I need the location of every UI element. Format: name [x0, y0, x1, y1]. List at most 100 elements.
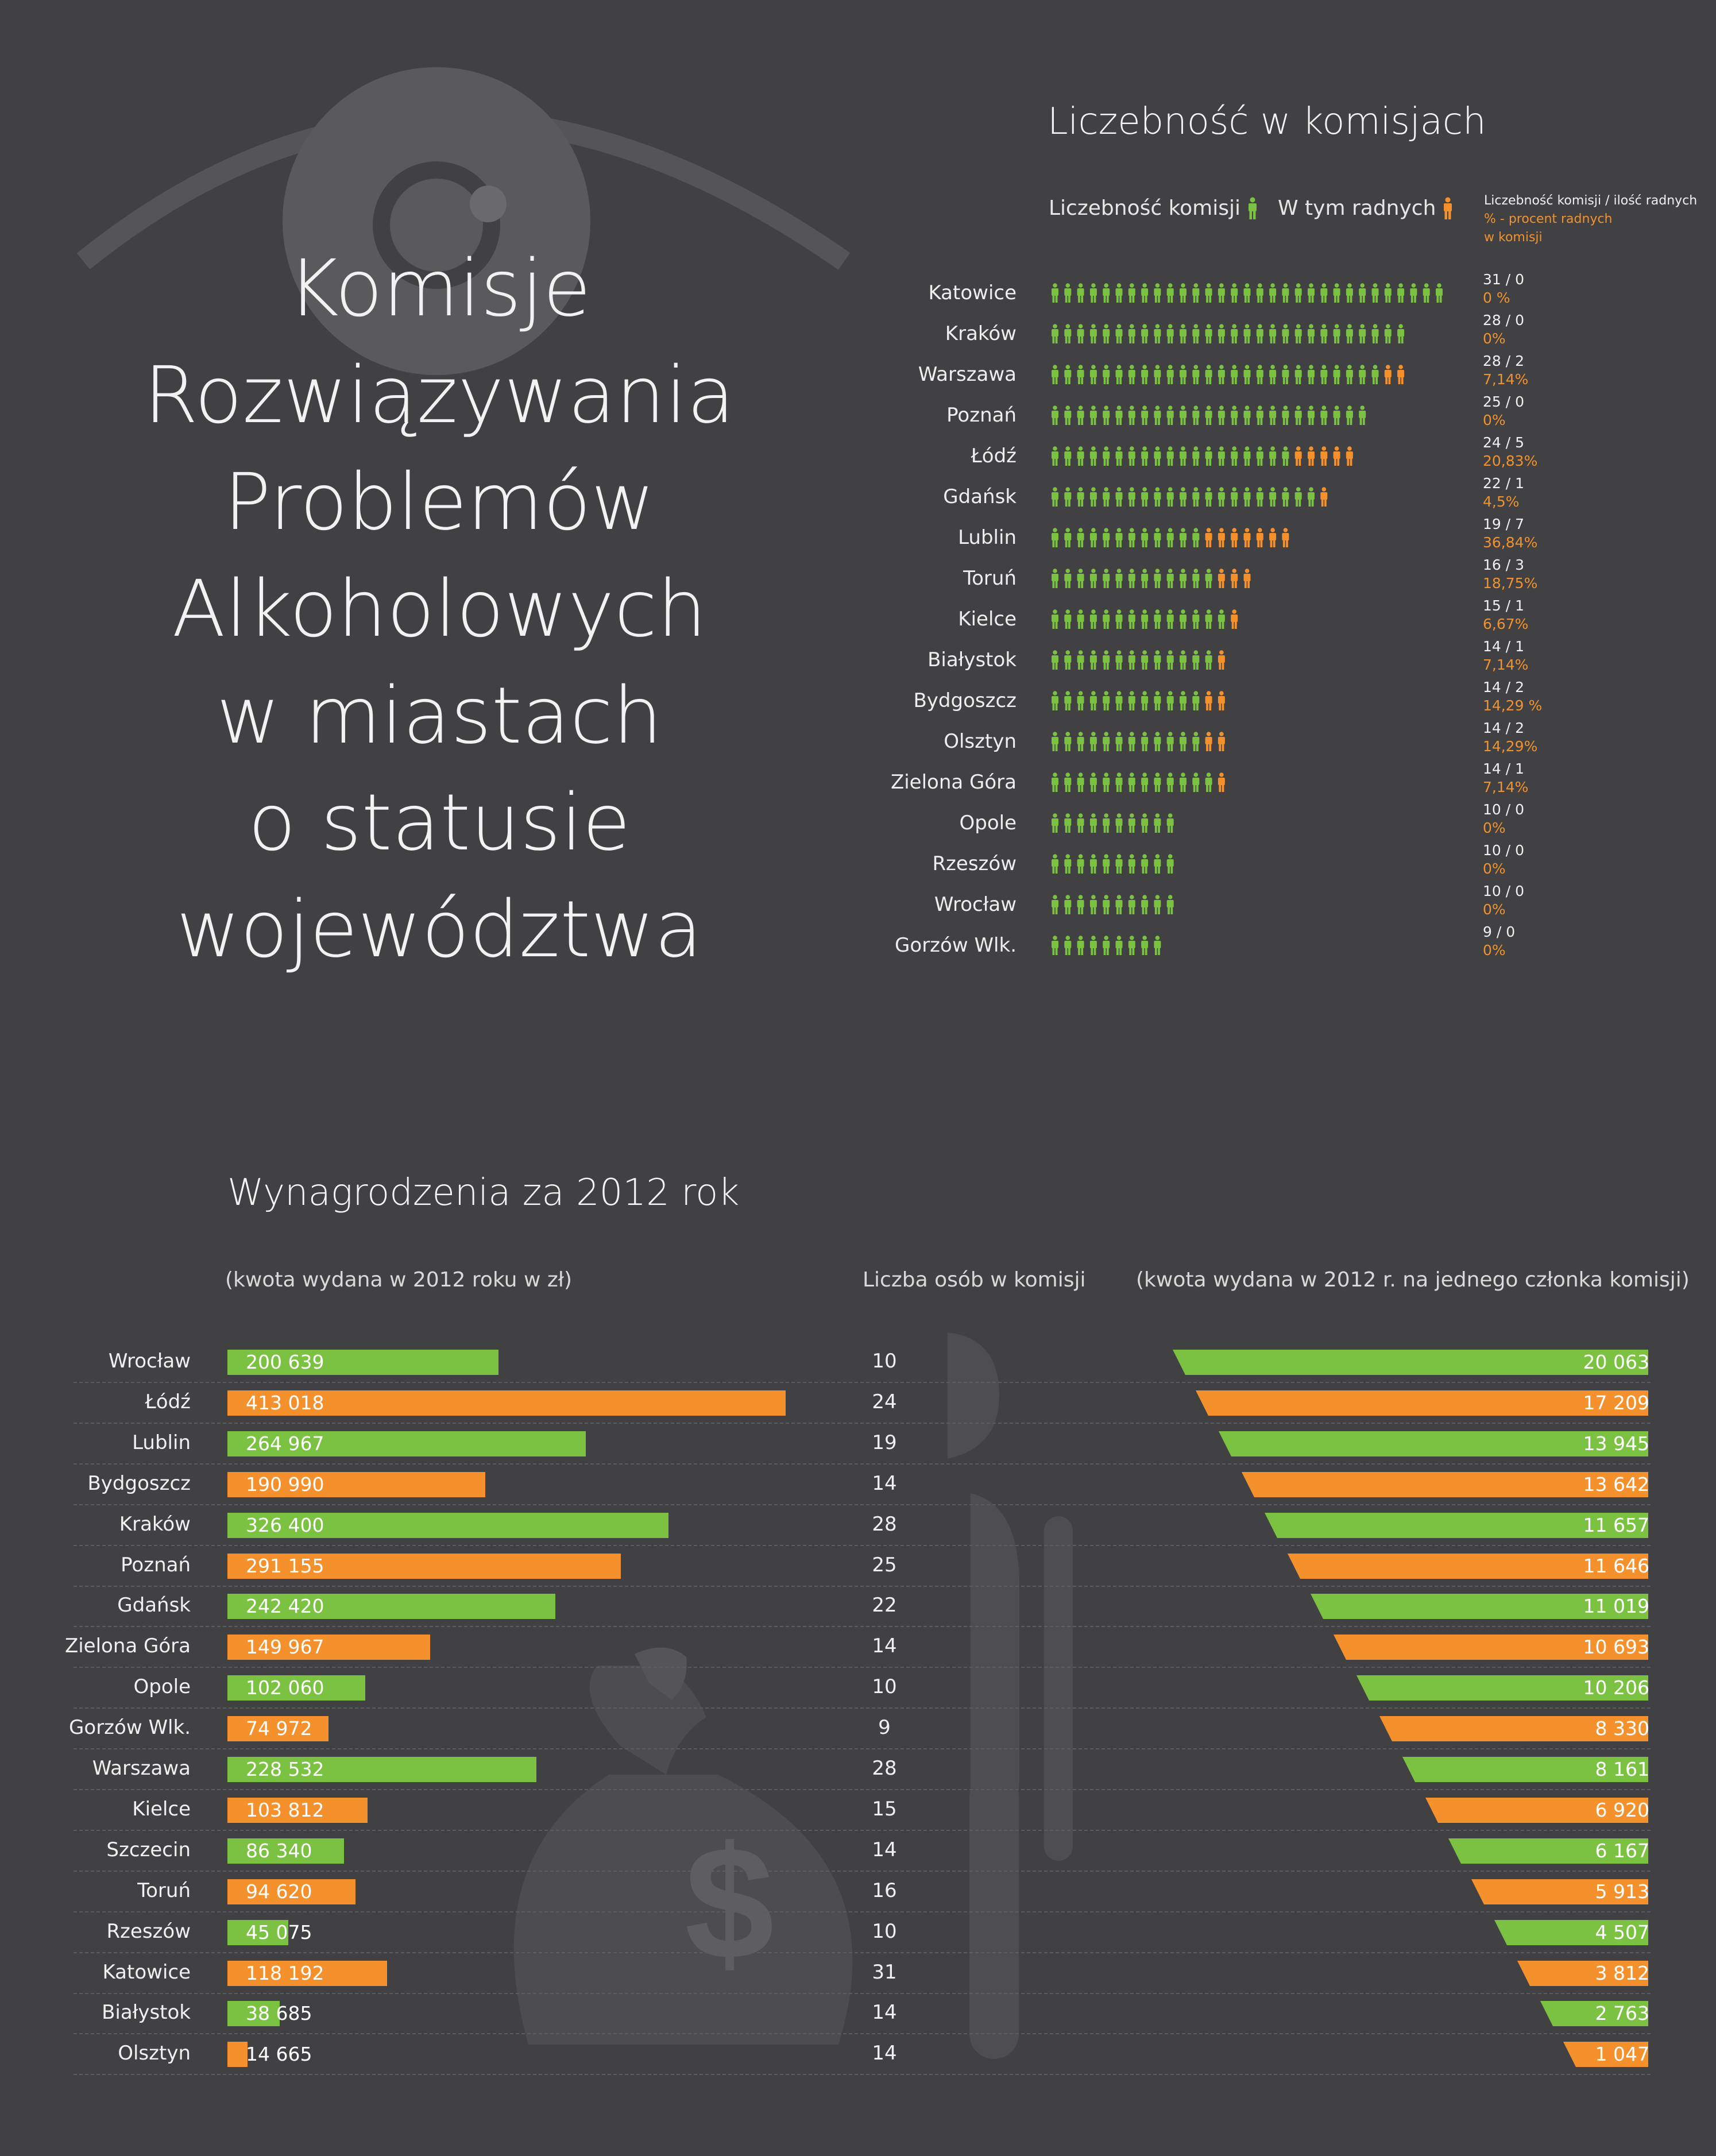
- member-person-icon: [1064, 936, 1072, 955]
- member-person-icon: [1052, 609, 1058, 629]
- member-person-icon: [1103, 446, 1110, 466]
- spent-bar: [227, 1797, 368, 1823]
- member-count-label: 28: [872, 1757, 897, 1780]
- member-person-icon: [1077, 813, 1084, 833]
- member-person-icon: [1371, 324, 1379, 343]
- per-member-bar: [1517, 1960, 1648, 1986]
- member-count-label: 22: [872, 1594, 897, 1617]
- members-percent-label: 14,29%: [1483, 738, 1538, 755]
- member-person-icon: [1166, 650, 1174, 670]
- member-person-icon: [1320, 405, 1328, 425]
- member-person-icon: [1294, 283, 1302, 303]
- member-person-icon: [1282, 365, 1289, 384]
- member-person-icon: [1346, 365, 1353, 384]
- councillor-person-icon: [1294, 446, 1302, 466]
- per-member-value-label: 1 047: [1595, 2043, 1649, 2066]
- members-pictogram: [1052, 609, 1238, 629]
- row-divider: [74, 1952, 1651, 1953]
- person-orange-icon: [1444, 197, 1452, 219]
- councillor-person-icon: [1256, 528, 1263, 547]
- member-person-icon: [1154, 691, 1161, 710]
- members-pictogram: [1052, 772, 1225, 792]
- member-person-icon: [1218, 324, 1225, 343]
- member-person-icon: [1064, 854, 1072, 874]
- member-person-icon: [1231, 365, 1238, 384]
- member-person-icon: [1180, 365, 1186, 384]
- member-person-icon: [1436, 283, 1443, 303]
- councillor-person-icon: [1218, 569, 1225, 588]
- member-person-icon: [1141, 772, 1149, 792]
- member-person-icon: [1256, 405, 1263, 425]
- members-percent-label: 0%: [1483, 901, 1506, 918]
- member-person-icon: [1052, 936, 1058, 955]
- member-person-icon: [1052, 569, 1058, 588]
- per-member-bar: [1173, 1350, 1648, 1375]
- member-person-icon: [1192, 569, 1200, 588]
- member-person-icon: [1077, 650, 1084, 670]
- member-person-icon: [1180, 405, 1186, 425]
- councillor-person-icon: [1243, 528, 1251, 547]
- per-member-value-label: 6 920: [1595, 1798, 1649, 1821]
- member-person-icon: [1077, 732, 1084, 751]
- member-person-icon: [1180, 732, 1186, 751]
- member-person-icon: [1384, 283, 1392, 303]
- title-line: o statusie: [248, 778, 631, 868]
- members-pictogram: [1052, 650, 1225, 670]
- spent-value-label: 200 639: [246, 1351, 324, 1373]
- per-member-bar: [1540, 2001, 1648, 2027]
- members-count-label: 16 / 3: [1483, 557, 1525, 573]
- member-person-icon: [1128, 528, 1135, 547]
- member-person-icon: [1231, 283, 1238, 303]
- member-count-label: 24: [872, 1390, 897, 1413]
- members-percent-label: 0%: [1483, 942, 1506, 959]
- per-member-value-label: 11 646: [1583, 1554, 1649, 1577]
- member-person-icon: [1128, 283, 1135, 303]
- salary-city-label: Białystok: [102, 2001, 191, 2024]
- member-person-icon: [1141, 528, 1149, 547]
- per-member-bar: [1379, 1716, 1648, 1742]
- councillor-person-icon: [1346, 446, 1353, 466]
- member-person-icon: [1064, 772, 1072, 792]
- spent-value-label: 14 665: [246, 2043, 312, 2066]
- per-member-value-label: 2 763: [1595, 2002, 1649, 2025]
- member-person-icon: [1192, 446, 1200, 466]
- note-line-1: Liczebność komisji / ilość radnych: [1484, 194, 1698, 208]
- spent-bar: [227, 1471, 486, 1497]
- salary-city-label: Opole: [133, 1675, 191, 1699]
- member-person-icon: [1077, 487, 1084, 507]
- member-person-icon: [1089, 854, 1097, 874]
- legend-councillors: W tym radnych: [1278, 196, 1453, 220]
- per-member-value-label: 10 206: [1583, 1676, 1649, 1699]
- spent-value-label: 38 685: [246, 2002, 312, 2025]
- salary-city-label: Warszawa: [92, 1757, 191, 1780]
- per-member-bar: [1265, 1512, 1648, 1538]
- member-person-icon: [1103, 732, 1110, 751]
- legend-total-label: Liczebność komisji: [1049, 196, 1241, 220]
- member-person-icon: [1064, 446, 1072, 466]
- member-person-icon: [1089, 691, 1097, 710]
- per-member-value-label: 5 913: [1595, 1880, 1649, 1903]
- members-pictogram: [1052, 446, 1353, 466]
- members-percent-label: 6,67%: [1483, 616, 1529, 632]
- member-person-icon: [1166, 324, 1174, 343]
- member-person-icon: [1115, 405, 1123, 425]
- member-person-icon: [1052, 691, 1058, 710]
- member-person-icon: [1128, 854, 1135, 874]
- member-person-icon: [1154, 936, 1161, 955]
- salary-city-label: Poznań: [121, 1553, 191, 1577]
- member-person-icon: [1166, 283, 1174, 303]
- member-person-icon: [1128, 569, 1135, 588]
- salary-city-label: Kraków: [119, 1512, 191, 1536]
- member-person-icon: [1218, 365, 1225, 384]
- councillor-person-icon: [1231, 569, 1238, 588]
- member-count-label: 28: [872, 1512, 897, 1536]
- councillor-person-icon: [1333, 446, 1340, 466]
- councillor-person-icon: [1308, 446, 1315, 466]
- member-person-icon: [1064, 895, 1072, 914]
- members-percent-label: 7,14%: [1483, 371, 1529, 388]
- member-person-icon: [1192, 732, 1200, 751]
- spent-bar: [227, 1879, 355, 1904]
- per-member-bar: [1242, 1471, 1648, 1497]
- member-person-icon: [1359, 405, 1366, 425]
- salary-city-label: Wrocław: [108, 1350, 191, 1373]
